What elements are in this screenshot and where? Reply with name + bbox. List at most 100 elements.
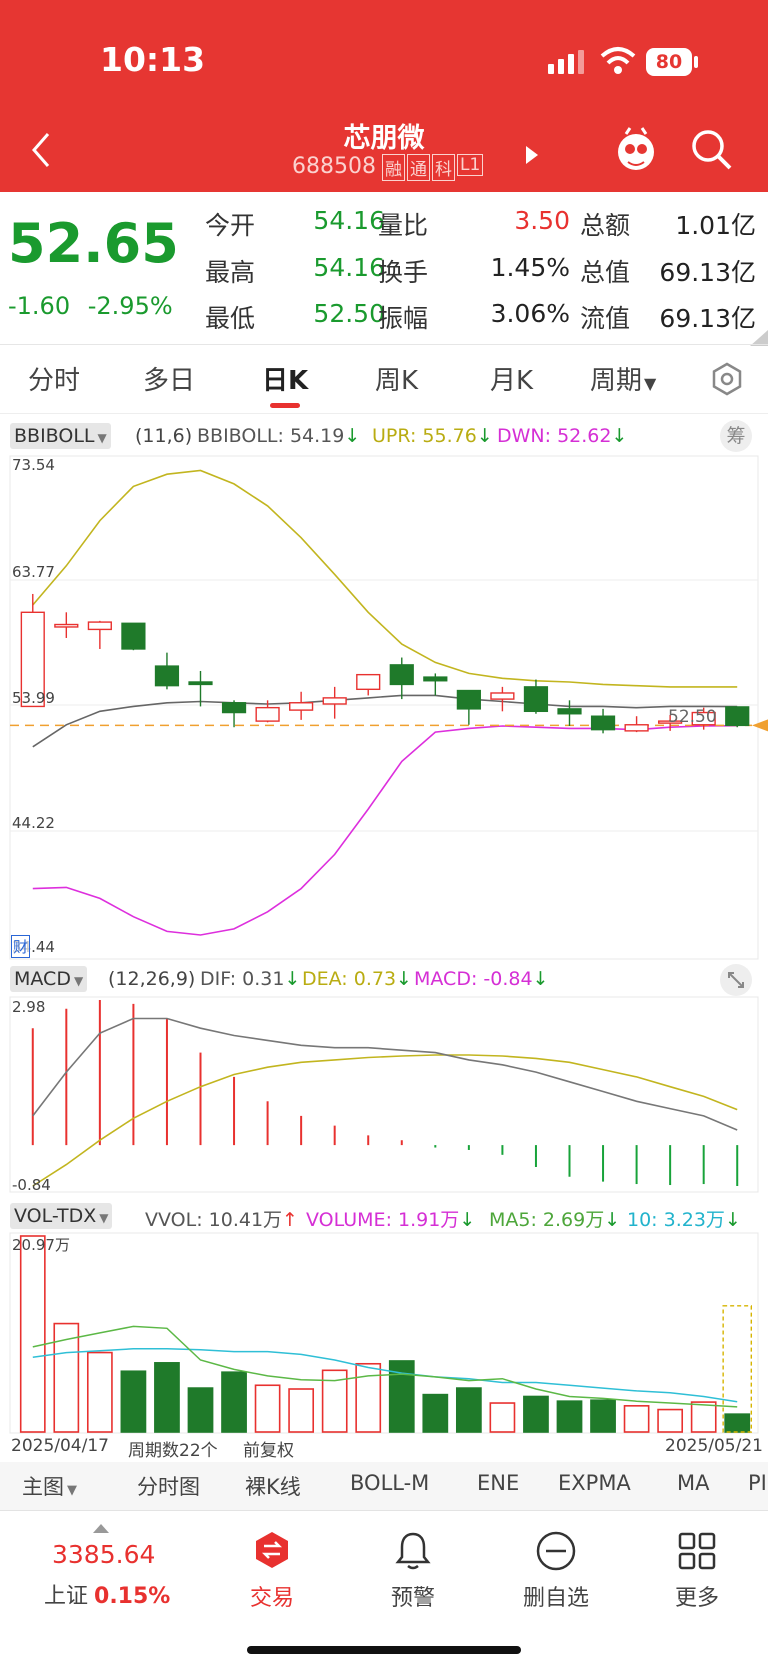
expand-button[interactable]	[720, 964, 752, 996]
next-stock-icon[interactable]	[524, 144, 540, 166]
macd-value-text: MACD: -0.84	[414, 968, 533, 990]
candlestick	[87, 621, 112, 631]
volume-bar	[623, 1405, 650, 1433]
quote-value: 54.16	[313, 206, 385, 235]
indicator-tab-expma[interactable]: EXPMA	[558, 1471, 631, 1495]
indicator-tab-pi[interactable]: PI	[748, 1471, 767, 1495]
macd-dea-line	[32, 1054, 738, 1187]
search-icon[interactable]	[690, 128, 734, 172]
stock-code: 688508	[292, 154, 376, 179]
candlestick	[523, 686, 549, 713]
indicator-selector-vol[interactable]: VOL-TDX ▼	[10, 1203, 113, 1229]
quote-value: 3.50	[514, 206, 570, 235]
battery-icon: 80	[646, 48, 692, 76]
candlestick	[456, 689, 481, 710]
adjust-mode[interactable]: 前复权	[243, 1441, 294, 1461]
vol-ma10-line	[32, 1348, 738, 1403]
caret-down-icon: ▼	[67, 1483, 77, 1498]
indicator-tab-boll-m[interactable]: BOLL-M	[350, 1471, 430, 1495]
more-grid-icon[interactable]	[678, 1532, 716, 1570]
change-percent: -2.95%	[87, 292, 173, 320]
period-count: 周期数22个	[128, 1441, 218, 1461]
volume-bar	[187, 1387, 214, 1433]
back-icon[interactable]	[28, 130, 54, 170]
finance-marker[interactable]: 财	[11, 935, 31, 958]
indicator-tab-ma[interactable]: MA	[677, 1471, 710, 1495]
down-arrow-icon: ↓	[396, 968, 412, 990]
candlestick	[658, 720, 683, 724]
nav-trade[interactable]: 交易	[249, 1586, 294, 1611]
indicator-tab-luokxian[interactable]: 裸K线	[245, 1475, 301, 1499]
volume-bar	[120, 1370, 147, 1433]
trade-icon[interactable]	[252, 1530, 292, 1570]
kline-chart[interactable]	[0, 455, 768, 1470]
volume-bar	[154, 1362, 180, 1433]
tab-duori[interactable]: 多日	[143, 366, 196, 396]
boll-lower-value: DWN: 52.62↓	[497, 425, 627, 447]
macd-tick-bottom: -0.84	[12, 1176, 51, 1194]
indicator-tab-fenshitu[interactable]: 分时图	[137, 1475, 200, 1499]
vol-ma5-value: MA5: 2.69万↓	[489, 1205, 620, 1232]
tab-zhouk[interactable]: 周K	[375, 366, 419, 396]
indicator-tab-ene[interactable]: ENE	[477, 1471, 520, 1495]
date-start: 2025/04/17	[11, 1436, 109, 1456]
candlestick	[725, 706, 750, 727]
change-value: -1.60	[8, 292, 71, 320]
quote-value: 52.50	[313, 299, 385, 328]
stock-code-row: 688508 融 通 科 L1	[292, 154, 484, 181]
expand-up-icon[interactable]	[92, 1522, 110, 1534]
price-change: -1.60 -2.95%	[8, 292, 173, 320]
candlestick	[490, 692, 515, 700]
volume-bar	[590, 1399, 616, 1433]
candlestick	[221, 702, 247, 714]
mascot-icon[interactable]	[612, 124, 660, 174]
tab-zhouqi[interactable]: 周期 ▼	[590, 360, 656, 397]
settings-hexagon-icon[interactable]	[710, 362, 744, 396]
boll-lower-text: DWN: 52.62	[497, 425, 612, 447]
volume-bar	[86, 1351, 113, 1433]
price-panel-frame	[9, 455, 759, 960]
down-arrow-icon: ↓	[611, 425, 628, 447]
macd-dif-line	[32, 1017, 738, 1131]
tab-rik[interactable]: 日K	[262, 366, 309, 396]
volume-bar	[19, 1235, 46, 1433]
index-value[interactable]: 3385.64	[52, 1540, 156, 1569]
down-arrow-icon: ↓	[724, 1209, 741, 1231]
stock-name: 芯朋微	[343, 123, 425, 154]
vol-tick-top: 20.97万	[12, 1236, 70, 1254]
tab-yuek[interactable]: 月K	[490, 366, 534, 396]
badge-rong: 融	[381, 154, 405, 181]
chip-distribution-button[interactable]: 筹	[720, 420, 752, 452]
tab-zhouqi-label: 周期	[590, 366, 643, 396]
divider	[0, 1510, 768, 1511]
boll-mid-line	[32, 694, 738, 748]
remove-watchlist-icon[interactable]	[535, 1530, 577, 1572]
nav-alert[interactable]: 预警	[390, 1586, 435, 1611]
nav-remove-watchlist[interactable]: 删自选	[522, 1586, 589, 1611]
indicator-selector-boll[interactable]: BBIBOLL ▼	[10, 423, 111, 449]
badge-tong: 通	[406, 154, 430, 181]
indicator-tab-bar	[0, 1462, 768, 1510]
candlestick	[20, 611, 45, 708]
volume-bar	[455, 1387, 482, 1433]
last-price-marker	[752, 719, 768, 732]
candlestick	[624, 724, 649, 732]
candlestick	[557, 708, 582, 715]
down-arrow-icon: ↓	[459, 1209, 476, 1231]
candlestick	[188, 681, 213, 686]
divider	[0, 413, 768, 414]
macd-dif: DIF: 0.31↓	[200, 968, 300, 990]
boll-upper-value: UPR: 55.76↓	[372, 425, 493, 447]
price-tick-2: 63.77	[12, 563, 55, 581]
quote-label: 最低	[205, 304, 256, 333]
indicator-tab-main[interactable]: 主图 ▼	[22, 1471, 77, 1501]
up-arrow-icon: ↑	[282, 1209, 298, 1231]
indicator-selector-macd[interactable]: MACD ▼	[10, 966, 88, 992]
macd-value: MACD: -0.84↓	[414, 968, 548, 990]
bell-icon[interactable]	[393, 1530, 433, 1572]
index-summary[interactable]: 上证 0.15%	[44, 1578, 170, 1610]
nav-more[interactable]: 更多	[674, 1586, 719, 1611]
last-price-label: 52.50	[668, 707, 717, 727]
tab-fenshi[interactable]: 分时	[28, 366, 81, 396]
macd-name: MACD	[14, 968, 71, 990]
